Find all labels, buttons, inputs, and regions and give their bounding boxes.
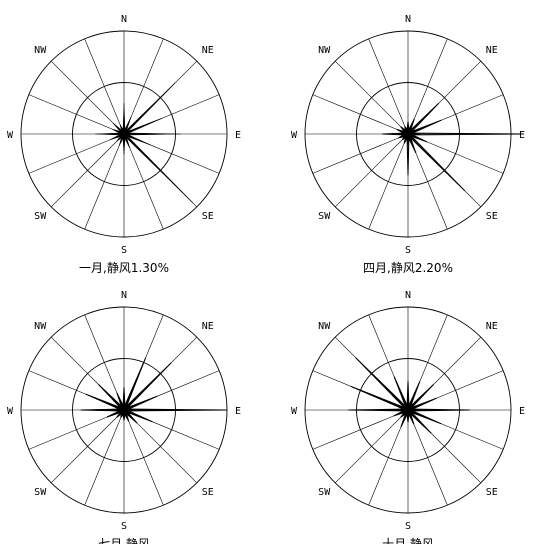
petal-NNW xyxy=(395,381,409,411)
spoke-WSW xyxy=(312,133,409,174)
direction-label-sw: SW xyxy=(318,487,331,498)
wind-rose-1: N NE E SE S SW W NW 一月,静风1.30% xyxy=(7,14,241,275)
direction-label-sw: SW xyxy=(318,211,331,222)
series-filled xyxy=(385,104,438,145)
spoke-WSW xyxy=(28,133,125,174)
direction-label-se: SE xyxy=(202,211,214,222)
petal-NNW xyxy=(405,128,409,135)
petal-NE xyxy=(123,366,168,411)
spoke-WNW xyxy=(28,94,125,135)
direction-label-ne: NE xyxy=(486,321,498,332)
petal-NW xyxy=(360,362,409,411)
wind-rose-3: N NE E SE S SW W NW 七月,静风 xyxy=(7,290,241,544)
direction-label-se: SE xyxy=(202,487,214,498)
caption: 七月,静风 xyxy=(98,537,150,544)
series-filled xyxy=(95,82,194,204)
direction-label-w: W xyxy=(291,406,298,417)
spoke-NNW xyxy=(84,38,125,135)
spoke-SSW xyxy=(84,133,125,230)
caption: 四月,静风2.20% xyxy=(363,261,453,275)
petal-NNW xyxy=(117,395,125,411)
spoke-NNE xyxy=(407,38,448,135)
petal-SE xyxy=(123,133,194,204)
caption: 一月,静风1.30% xyxy=(79,261,169,275)
spoke-SSW xyxy=(368,133,409,230)
direction-label-sw: SW xyxy=(34,211,47,222)
direction-label-s: S xyxy=(405,521,411,532)
direction-label-w: W xyxy=(7,406,14,417)
direction-label-ne: NE xyxy=(202,321,214,332)
spoke-SW xyxy=(50,409,125,484)
direction-label-s: S xyxy=(405,245,411,256)
spoke-NNW xyxy=(368,38,409,135)
direction-label-sw: SW xyxy=(34,487,47,498)
petal-NE xyxy=(123,82,176,135)
direction-label-nw: NW xyxy=(34,321,47,332)
direction-label-w: W xyxy=(291,130,298,141)
petal-N xyxy=(122,103,126,135)
spoke-SSE xyxy=(123,133,164,230)
wind-rose-2: N NE E SE S SW W NW 四月,静风2.20% xyxy=(291,14,525,275)
series-outline xyxy=(382,103,524,192)
series-filled xyxy=(82,366,207,422)
petal-E xyxy=(123,132,181,136)
spoke-NW xyxy=(50,60,125,135)
direction-label-nw: NW xyxy=(318,321,331,332)
caption: 十月,静风 xyxy=(382,537,434,544)
direction-label-se: SE xyxy=(486,211,498,222)
spoke-WSW xyxy=(312,409,409,450)
wind-rose-4: N NE E SE S SW W NW 十月,静风 xyxy=(291,290,525,544)
direction-label-n: N xyxy=(405,290,411,301)
spoke-SSE xyxy=(407,409,448,506)
direction-label-n: N xyxy=(121,14,127,25)
direction-label-e: E xyxy=(519,130,525,141)
spoke-SW xyxy=(50,133,125,208)
direction-label-e: E xyxy=(519,406,525,417)
direction-label-s: S xyxy=(121,521,127,532)
spoke-SSE xyxy=(123,409,164,506)
direction-label-n: N xyxy=(405,14,411,25)
direction-label-n: N xyxy=(121,290,127,301)
direction-label-ne: NE xyxy=(202,45,214,56)
direction-label-e: E xyxy=(235,406,241,417)
petal-NNW xyxy=(119,124,125,135)
direction-label-se: SE xyxy=(486,487,498,498)
spoke-SW xyxy=(334,133,409,208)
direction-label-nw: NW xyxy=(34,45,47,56)
direction-label-s: S xyxy=(121,245,127,256)
spoke-NW xyxy=(334,60,409,135)
direction-label-nw: NW xyxy=(318,45,331,56)
petal-NE xyxy=(407,104,438,135)
spoke-WNW xyxy=(312,94,409,135)
direction-label-e: E xyxy=(235,130,241,141)
series-filled xyxy=(355,362,445,433)
spoke-SW xyxy=(334,409,409,484)
direction-label-ne: NE xyxy=(486,45,498,56)
direction-label-w: W xyxy=(7,130,14,141)
spoke-SSW xyxy=(84,409,125,506)
